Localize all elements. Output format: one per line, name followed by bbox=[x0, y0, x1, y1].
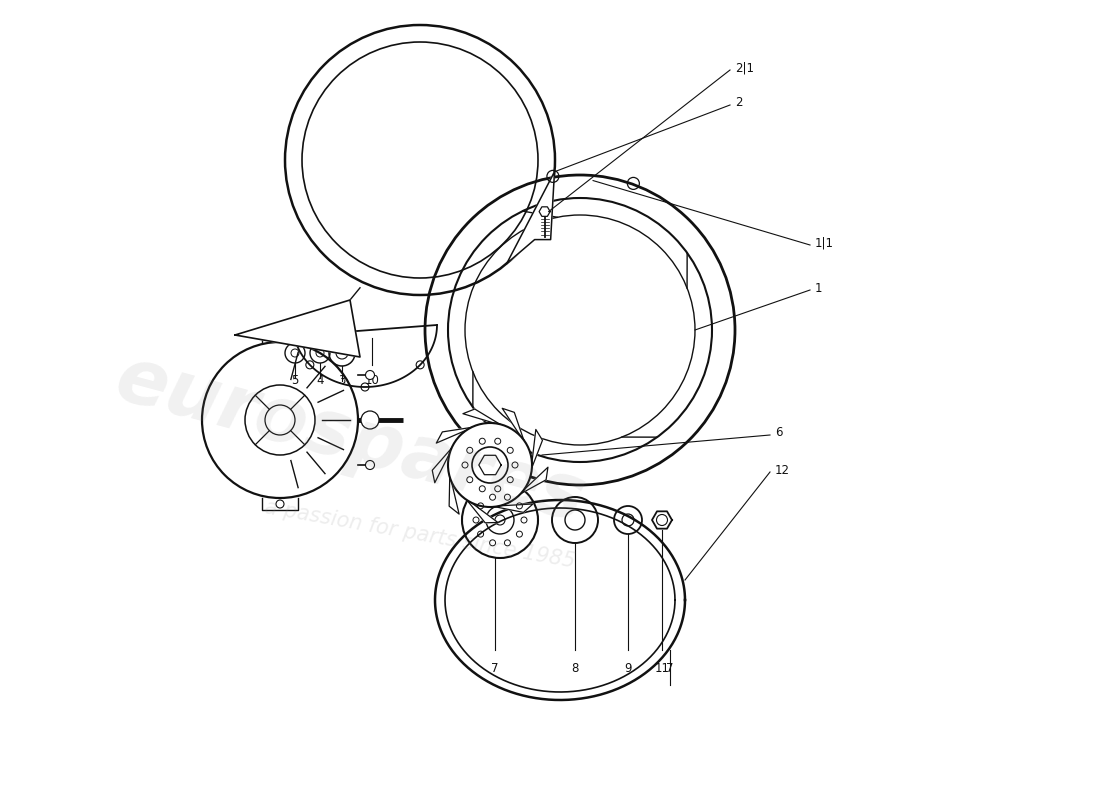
Text: 8: 8 bbox=[571, 662, 579, 675]
Text: 7: 7 bbox=[492, 662, 498, 675]
Text: 3: 3 bbox=[339, 374, 345, 387]
Polygon shape bbox=[235, 300, 360, 357]
Polygon shape bbox=[466, 500, 498, 522]
Polygon shape bbox=[463, 409, 499, 424]
Text: 11: 11 bbox=[654, 662, 670, 675]
Text: 1|1: 1|1 bbox=[815, 237, 834, 250]
Polygon shape bbox=[449, 477, 459, 514]
Text: 9: 9 bbox=[625, 662, 631, 675]
Circle shape bbox=[365, 370, 374, 379]
Text: 2|1: 2|1 bbox=[735, 62, 754, 74]
Text: 6: 6 bbox=[776, 426, 782, 439]
Text: 7: 7 bbox=[667, 662, 673, 675]
Polygon shape bbox=[495, 504, 534, 512]
Polygon shape bbox=[437, 427, 471, 443]
Text: 4: 4 bbox=[317, 374, 323, 387]
Polygon shape bbox=[478, 455, 502, 474]
Circle shape bbox=[448, 423, 532, 507]
Polygon shape bbox=[539, 207, 550, 216]
Polygon shape bbox=[507, 172, 554, 263]
Text: 5: 5 bbox=[292, 374, 299, 387]
Circle shape bbox=[361, 411, 379, 429]
Polygon shape bbox=[520, 467, 548, 494]
Text: 2: 2 bbox=[735, 97, 743, 110]
Text: 10: 10 bbox=[364, 374, 380, 387]
Text: eurospares: eurospares bbox=[108, 342, 593, 538]
Polygon shape bbox=[503, 408, 524, 440]
Polygon shape bbox=[432, 448, 451, 482]
Text: a passion for parts since 1985: a passion for parts since 1985 bbox=[263, 498, 576, 572]
Text: 1: 1 bbox=[815, 282, 823, 294]
Circle shape bbox=[365, 461, 374, 470]
Polygon shape bbox=[532, 430, 542, 467]
Text: 12: 12 bbox=[776, 463, 790, 477]
Polygon shape bbox=[652, 511, 672, 529]
